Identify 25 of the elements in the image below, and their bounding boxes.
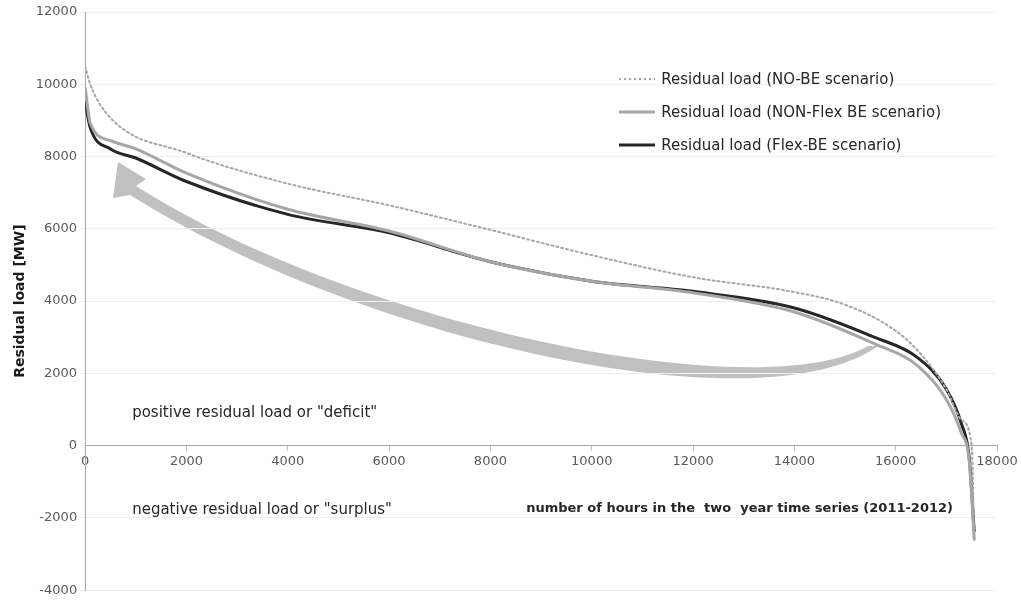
- x-axis-title: number of hours in the two year time series (2011-2012): [526, 500, 953, 516]
- x-tick-label: 4000: [271, 452, 305, 468]
- x-tick-label: 14000: [773, 452, 816, 468]
- annotation: negative residual load or "surplus": [132, 499, 392, 518]
- legend-label: Residual load (Flex-BE scenario): [661, 135, 902, 154]
- annotation: positive residual load or "deficit": [132, 402, 378, 421]
- y-tick-label: 12000: [35, 3, 78, 19]
- y-axis-title: Residual load [MW]: [11, 224, 28, 378]
- legend-label: Residual load (NON-Flex BE scenario): [661, 102, 941, 121]
- y-tick-label: 10000: [35, 75, 78, 91]
- x-tick-label: 12000: [672, 452, 714, 468]
- y-tick-label: -4000: [39, 581, 78, 597]
- y-tick-label: 2000: [44, 364, 78, 380]
- y-tick-label: -2000: [39, 509, 78, 525]
- x-tick-label: 10000: [571, 452, 613, 468]
- y-tick-label: 8000: [44, 147, 78, 163]
- y-tick-label: 0: [68, 437, 78, 453]
- y-tick-label: 6000: [44, 220, 78, 236]
- x-tick-label: 18000: [976, 452, 1018, 468]
- legend-label: Residual load (NO-BE scenario): [661, 69, 895, 88]
- x-tick-label: 2000: [169, 452, 204, 468]
- y-tick-label: 4000: [44, 292, 78, 308]
- x-tick-label: 8000: [473, 452, 507, 468]
- x-tick-label: 16000: [875, 452, 917, 468]
- x-tick-label: 6000: [372, 452, 406, 468]
